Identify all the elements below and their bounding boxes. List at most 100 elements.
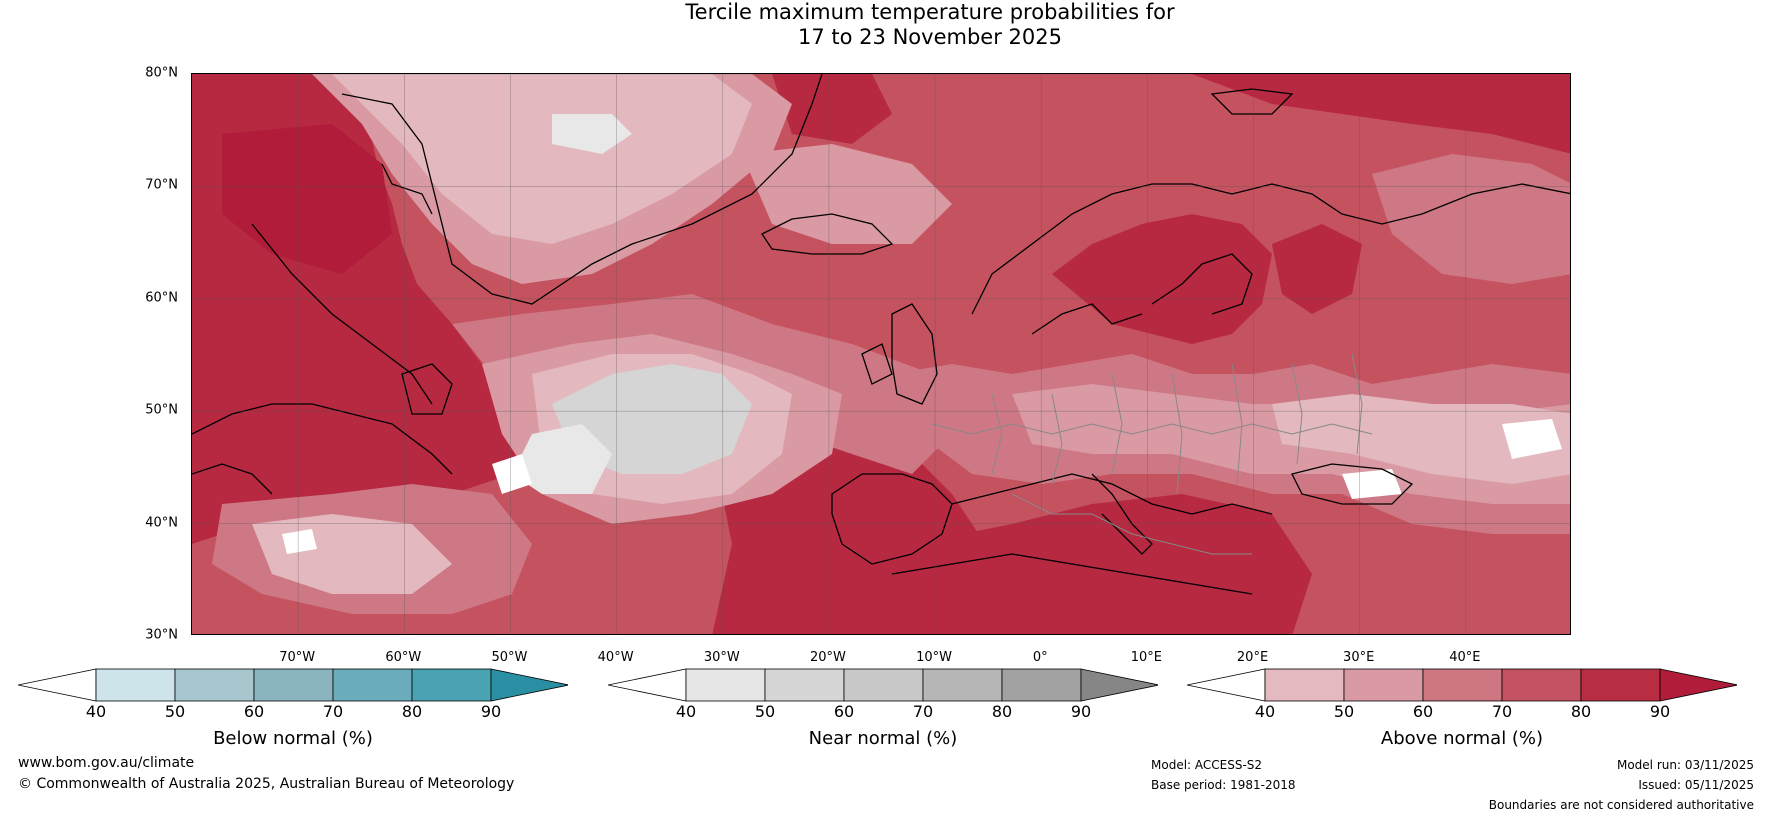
map-panel (191, 73, 1571, 635)
lat-tick-label: 80°N (145, 65, 178, 81)
lat-tick-label: 70°N (145, 177, 178, 193)
iberia-coast (831, 473, 953, 565)
lon-tick-label: 30°E (1343, 650, 1375, 665)
colorbar-segment (1422, 668, 1503, 702)
colorbar-scale (1186, 668, 1739, 702)
colorbar-segment (843, 668, 924, 702)
region-eastern-europe-lightest (1272, 394, 1570, 484)
russia-north-coast (1231, 183, 1570, 225)
colorbar-tick-label: 70 (912, 702, 934, 721)
region-sweden-dark (1052, 214, 1272, 344)
colorbar-tick-label: 90 (480, 702, 502, 721)
colorbar-segment (411, 668, 492, 702)
lat-tick-label: 60°N (145, 290, 178, 306)
colorbar-tick-label: 70 (1491, 702, 1513, 721)
greenland-west-coast (381, 163, 433, 215)
region-white-patch-2 (492, 454, 532, 494)
iceland-coast (761, 213, 894, 255)
colorbar-tick-label: 80 (401, 702, 423, 721)
national-borders (931, 353, 1373, 555)
model-run-info: Model run: 03/11/2025 (1616, 758, 1754, 772)
colorbar-scale (607, 668, 1160, 702)
colorbar-segment (95, 668, 176, 702)
colorbar-segment (685, 668, 766, 702)
italy-coast (1091, 473, 1153, 555)
lon-tick-label: 40°W (597, 650, 634, 665)
probability-map (192, 74, 1570, 634)
region-greenland-white (552, 114, 632, 154)
colorbar-1: 40 50 60 70 80 90 Near normal (%) (607, 666, 1160, 786)
colorbar-extend-high (1080, 668, 1160, 702)
colorbar-tick-label: 50 (164, 702, 186, 721)
colorbar-scale (17, 668, 570, 702)
colorbar-tick-label: 80 (991, 702, 1013, 721)
colorbar-tick-label: 40 (1254, 702, 1276, 721)
colorbar-extend-low (1186, 668, 1266, 702)
colorbar-tick-label: 60 (1412, 702, 1434, 721)
labrador-coast (251, 223, 433, 405)
colorbar-label: Above normal (%) (1380, 728, 1544, 749)
lon-tick-label: 70°W (279, 650, 316, 665)
model-info: Model: ACCESS-S2 (1151, 758, 1263, 772)
colorbar-tick-label: 80 (1570, 702, 1592, 721)
colorbar-tick-label: 70 (322, 702, 344, 721)
colorbar-label: Below normal (%) (213, 728, 373, 749)
colorbar-2: 40 50 60 70 80 90 Above normal (%) (1186, 666, 1739, 786)
title-line-2: 17 to 23 November 2025 (798, 25, 1062, 49)
colorbar-0: 40 50 60 70 80 90 Below normal (%) (17, 666, 570, 786)
colorbar-extend-high (1659, 668, 1739, 702)
colorbar-segment (1001, 668, 1082, 702)
lat-tick-label: 30°N (145, 627, 178, 643)
colorbar-segment (332, 668, 413, 702)
lon-tick-label: 30°W (703, 650, 740, 665)
scandinavia-coast (971, 183, 1233, 335)
region-near-normal-white-1 (512, 424, 612, 494)
region-north-africa-dark (912, 494, 1312, 634)
gridlines (192, 74, 1570, 634)
colorbar-segment (1501, 668, 1582, 702)
colorbar-tick-label: 60 (833, 702, 855, 721)
disclaimer-text: Boundaries are not considered authoritat… (1488, 798, 1754, 812)
region-west-canada-dark (222, 124, 392, 274)
lat-tick-label: 40°N (145, 515, 178, 531)
colorbar-tick-label: 50 (754, 702, 776, 721)
colorbar-segment (764, 668, 845, 702)
colorbar-segment (1264, 668, 1345, 702)
colorbar-segment (1580, 668, 1661, 702)
greenland-coast (341, 74, 823, 305)
colorbar-extend-low (607, 668, 687, 702)
lon-tick-label: 20°W (809, 650, 846, 665)
colorbar-label: Near normal (%) (808, 728, 958, 749)
map-title: Tercile maximum temperature probabilitie… (0, 0, 1770, 50)
arctic-island-coast (1210, 88, 1294, 115)
british-isles-coast (861, 303, 938, 405)
colorbar-segment (174, 668, 255, 702)
region-north-atlantic-dark (772, 74, 892, 144)
colorbar-extend-low (17, 668, 97, 702)
colorbar-segment (253, 668, 334, 702)
lon-tick-label: 50°W (491, 650, 528, 665)
colorbar-tick-label: 50 (1333, 702, 1355, 721)
region-finland-dark (1272, 224, 1362, 314)
issued-info: Issued: 05/11/2025 (1638, 778, 1754, 792)
black-sea-coast (1291, 463, 1414, 505)
lon-tick-label: 20°E (1236, 650, 1269, 665)
lon-tick-label: 40°E (1449, 650, 1481, 665)
lon-tick-label: 10°E (1130, 650, 1163, 665)
lat-tick-label: 50°N (145, 402, 178, 418)
colorbar-segment (1343, 668, 1424, 702)
website-link[interactable]: www.bom.gov.au/climate (18, 755, 195, 771)
copyright-text: © Commonwealth of Australia 2025, Austra… (18, 776, 515, 792)
colorbar-tick-label: 90 (1649, 702, 1671, 721)
colorbar-tick-label: 90 (1070, 702, 1092, 721)
canada-coast (192, 403, 453, 495)
mediterranean-coast (891, 473, 1273, 595)
region-greenland-lightest (332, 74, 752, 244)
region-white-patch-3 (282, 529, 317, 554)
colorbar-extend-high (490, 668, 570, 702)
region-white-patch-5 (1342, 469, 1402, 499)
colorbar-tick-label: 60 (243, 702, 265, 721)
colorbar-tick-label: 40 (85, 702, 107, 721)
title-line-1: Tercile maximum temperature probabilitie… (685, 0, 1175, 24)
newfoundland-coast (401, 363, 453, 415)
